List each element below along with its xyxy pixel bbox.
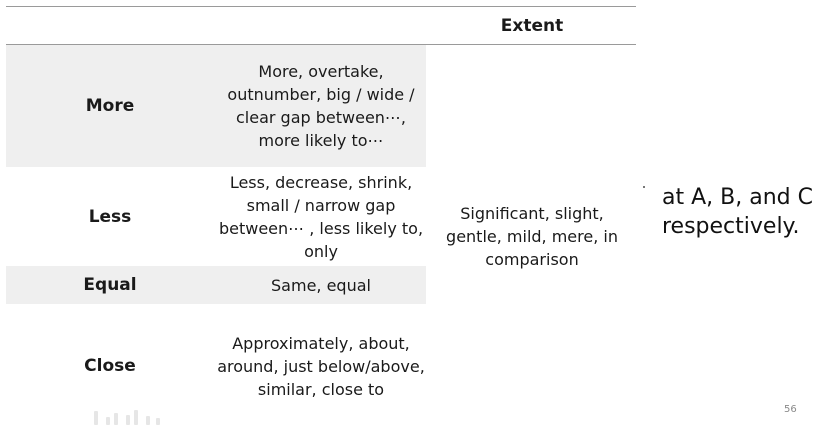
row-close-label: Close <box>84 356 136 376</box>
side-text-line2: respectively. <box>662 214 800 239</box>
row-more-description: More, overtake, outnumber, big / wide / … <box>227 62 415 150</box>
row-more-background <box>6 45 426 167</box>
side-text: at A, B, and C respectively. <box>662 183 834 241</box>
extent-words-cell: Significant, slight, gentle, mild, mere,… <box>446 203 618 269</box>
page-number: 56 <box>784 404 797 415</box>
row-equal-background <box>6 266 426 304</box>
row-equal-label: Equal <box>83 275 137 295</box>
row-close-description: Approximately, about, around, just below… <box>217 333 425 399</box>
faded-logo-mark <box>94 410 160 425</box>
stray-dot <box>643 186 645 188</box>
table-top-rule <box>6 6 636 7</box>
row-less-label: Less <box>88 207 132 227</box>
header-extent: Extent <box>500 15 564 36</box>
row-less-description: Less, decrease, shrink, small / narrow g… <box>218 173 424 261</box>
row-equal-description: Same, equal <box>271 275 371 295</box>
header-label-cell <box>6 7 214 44</box>
side-text-line1: at A, B, and C <box>662 185 813 210</box>
row-more-label: More <box>85 96 135 116</box>
header-description-cell <box>216 7 426 44</box>
table-header-rule <box>6 44 636 45</box>
